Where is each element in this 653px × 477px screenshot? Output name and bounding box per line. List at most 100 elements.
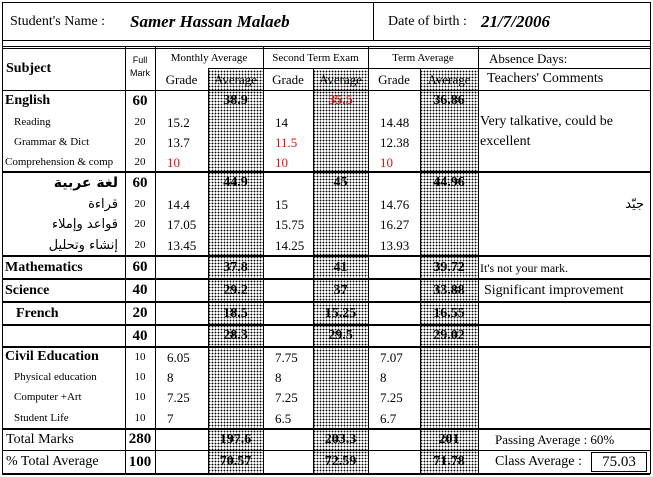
- monthly-grade: 17.05: [167, 216, 197, 232]
- full-mark: 20: [134, 238, 146, 251]
- subject-name: Science: [5, 282, 50, 298]
- subject-name: Civil Education: [5, 349, 99, 364]
- subject-name: Reading: [14, 115, 51, 128]
- teachers-comments-header: Teachers' Comments: [487, 71, 604, 86]
- full-mark: 20: [134, 217, 146, 230]
- term-grade: 12.38: [380, 134, 410, 150]
- second-term-grade: 14.25: [275, 237, 305, 253]
- second-term-grade: 15: [275, 196, 288, 212]
- grid-line: [155, 46, 156, 474]
- subject-name: إنشاء وتحليل: [48, 237, 118, 253]
- subject-name: Computer +Art: [14, 390, 82, 403]
- total-second-term: 203.3: [324, 431, 357, 447]
- subject-name: French: [16, 305, 59, 321]
- second-term-grade: 6.5: [275, 410, 292, 426]
- grid-line: [2, 48, 650, 49]
- second-term-grade: 7.75: [275, 349, 298, 365]
- second-term-average: 45: [333, 175, 348, 190]
- second-term-grade: 11.5: [275, 134, 298, 150]
- subject-name: Student Life: [14, 411, 69, 424]
- second-term-grade: 7.25: [275, 389, 298, 405]
- teacher-comment: جيّد: [625, 196, 644, 212]
- grid-line: [208, 68, 650, 69]
- monthly-average: 28.3: [223, 328, 248, 343]
- second-term-average: 37: [333, 282, 348, 298]
- monthly-grade: 8: [167, 369, 174, 385]
- full-mark-header: Full Mark: [130, 55, 150, 78]
- subject-header: Subject: [6, 61, 52, 76]
- total-term: 201: [438, 431, 460, 447]
- monthly-grade: 10: [167, 154, 180, 170]
- percent-total-label: % Total Average: [6, 454, 99, 469]
- monthly-grade: 7.25: [167, 389, 190, 405]
- total-full-mark: 280: [128, 431, 152, 447]
- grid-line: [2, 2, 650, 3]
- average-subheader: Average: [213, 71, 258, 87]
- full-mark: 20: [134, 115, 146, 128]
- term-average-header: Term Average: [392, 51, 454, 64]
- grade-subheader: Grade: [165, 71, 198, 87]
- term-grade: 7.25: [380, 389, 403, 405]
- teacher-comment: Very talkative, could be: [480, 114, 613, 129]
- full-mark: 10: [134, 411, 146, 424]
- second-term-grade: 8: [275, 369, 282, 385]
- total-monthly: 197.6: [219, 431, 252, 447]
- grid-line: [313, 68, 314, 474]
- monthly-average: 44.9: [223, 175, 248, 190]
- grid-line: [2, 324, 650, 326]
- full-mark: 20: [134, 197, 146, 210]
- monthly-grade: 13.45: [167, 237, 197, 253]
- term-grade: 6.7: [380, 410, 397, 426]
- monthly-grade: 7: [167, 410, 174, 426]
- grid-line: [2, 301, 650, 303]
- class-average-value: 75.03: [602, 453, 636, 470]
- term-average: 44.96: [433, 175, 465, 190]
- term-average: 33.88: [433, 282, 465, 298]
- second-term-header: Second Term Exam: [272, 51, 359, 64]
- full-mark: 20: [134, 155, 146, 168]
- monthly-grade: 15.2: [167, 114, 190, 130]
- monthly-average: 38.9: [223, 93, 248, 108]
- subject-name: Mathematics: [5, 259, 83, 275]
- second-term-grade: 14: [275, 114, 288, 130]
- full-mark: 10: [134, 390, 146, 403]
- percent-monthly: 70.57: [219, 454, 252, 469]
- subject-name: Physical education: [14, 370, 97, 383]
- full-mark: 20: [132, 305, 148, 321]
- grid-line: [2, 473, 650, 475]
- monthly-grade: 14.4: [167, 196, 190, 212]
- monthly-average-header: Monthly Average: [170, 51, 248, 64]
- teacher-comment: It's not your mark.: [480, 260, 569, 275]
- grid-line: [2, 40, 650, 41]
- term-grade: 16.27: [380, 216, 410, 232]
- term-grade: 14.76: [380, 196, 410, 212]
- full-mark: 40: [132, 327, 148, 344]
- grid-line: [2, 346, 650, 348]
- term-average: 16.55: [433, 305, 465, 321]
- dotted-fill: [208, 70, 263, 474]
- second-term-average: 41: [333, 259, 348, 275]
- subject-name: لغة عربية: [53, 175, 118, 191]
- class-average-box: [591, 452, 647, 472]
- full-mark: 10: [134, 370, 146, 383]
- grid-line: [125, 46, 126, 474]
- grid-line: [263, 46, 264, 474]
- total-marks-label: Total Marks: [6, 431, 74, 447]
- grid-line: [420, 68, 421, 474]
- second-term-grade: 15.75: [275, 216, 305, 232]
- subject-name: English: [5, 93, 51, 108]
- subject-name: Grammar & Dict: [14, 135, 90, 148]
- grid-line: [478, 46, 479, 474]
- second-term-average: 15.25: [324, 305, 357, 321]
- grid-line: [2, 2, 3, 474]
- term-average: 29.02: [433, 328, 465, 343]
- full-mark: 60: [132, 259, 148, 275]
- grid-line: [2, 90, 650, 91]
- full-mark: 60: [132, 92, 148, 109]
- grid-line: [2, 450, 650, 451]
- absence-days-header: Absence Days:: [489, 50, 568, 66]
- term-grade: 10: [380, 154, 393, 170]
- passing-average: Passing Average : 60%: [495, 432, 615, 447]
- grid-line: [2, 171, 650, 173]
